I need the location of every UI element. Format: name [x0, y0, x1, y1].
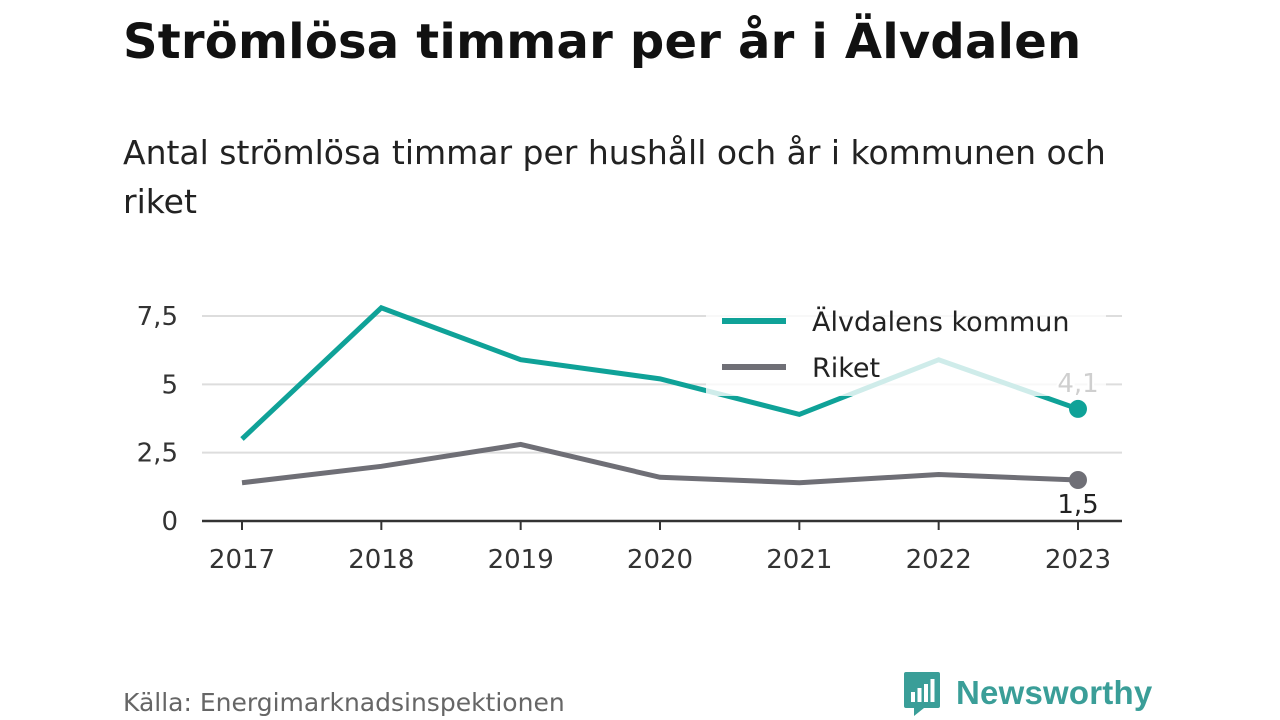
brand: Newsworthy — [902, 668, 1152, 718]
y-tick-label: 2,5 — [137, 439, 178, 469]
end-point-label: 4,1 — [1057, 369, 1098, 399]
legend-background — [706, 294, 1106, 396]
x-tick-label: 2022 — [906, 545, 972, 575]
brand-name: Newsworthy — [956, 674, 1153, 711]
x-tick-label: 2020 — [627, 545, 693, 575]
newsworthy-bar-chart-icon — [904, 672, 940, 716]
x-tick-label: 2019 — [488, 545, 554, 575]
chart-title: Strömlösa timmar per år i Älvdalen — [123, 14, 1082, 70]
series-line-1 — [241, 441, 1079, 486]
x-tick-label: 2017 — [209, 545, 275, 575]
legend-label: Älvdalens kommun — [812, 306, 1070, 338]
y-tick-label: 0 — [161, 507, 178, 537]
chart-subtitle: Antal strömlösa timmar per hushåll och å… — [123, 133, 1106, 221]
x-tick-label: 2021 — [766, 545, 832, 575]
legend: Älvdalens kommun Riket — [706, 294, 1106, 396]
x-tick-label: 2023 — [1045, 545, 1111, 575]
end-point-label: 1,5 — [1057, 490, 1098, 520]
source-note: Källa: Energimarknadsinspektionen — [123, 688, 565, 717]
y-tick-label: 7,5 — [137, 302, 178, 332]
x-tick-label: 2018 — [348, 545, 414, 575]
y-tick-label: 5 — [161, 370, 178, 400]
end-point-marker — [1069, 399, 1087, 418]
legend-label: Riket — [812, 353, 880, 384]
end-point-marker — [1069, 471, 1087, 489]
